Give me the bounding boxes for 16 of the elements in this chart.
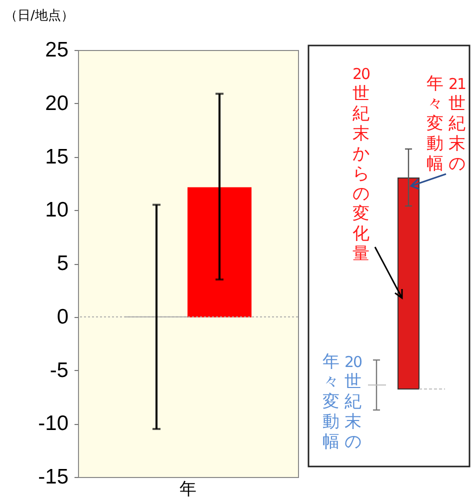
y-tick-label: 15 (45, 145, 68, 168)
y-tick-label: 10 (45, 198, 68, 222)
text: 20世紀末からの変化量 (352, 65, 370, 264)
y-tick-label: 25 (45, 38, 68, 62)
text: 年々変動幅 (322, 352, 340, 452)
text: 20世紀末の (343, 352, 363, 452)
y-tick-label: 0 (56, 305, 68, 328)
y-tick-label: 20 (45, 92, 68, 115)
y-tick-label: -10 (38, 412, 68, 436)
y-axis-title: （日/地点） (4, 8, 74, 24)
y-tick-label: -15 (38, 466, 68, 488)
x-tick-label: 年 (180, 480, 196, 500)
text: 年々変動幅 (426, 74, 444, 174)
y-tick-label: 5 (56, 252, 68, 275)
y-tick-label: -5 (50, 358, 68, 382)
text: 21世紀末の (447, 74, 467, 174)
